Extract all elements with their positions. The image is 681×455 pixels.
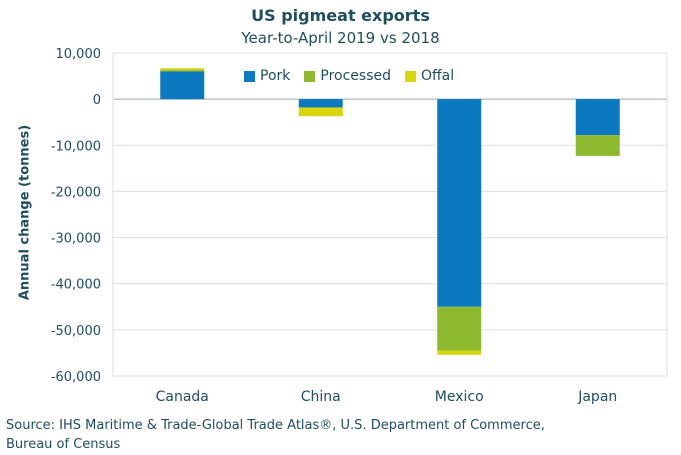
x-tick-label: Canada: [156, 389, 209, 405]
bar-pork-mexico: [437, 99, 482, 307]
legend-label: Offal: [420, 68, 455, 84]
legend-swatch: [404, 70, 416, 82]
legend-item-processed: Processed: [304, 68, 391, 84]
legend: Pork Processed Offal: [244, 68, 468, 84]
y-tick-label: -60,000: [51, 370, 101, 385]
y-tick-label: -30,000: [51, 232, 101, 247]
legend-label: Processed: [320, 68, 391, 84]
y-tick-label: 10,000: [56, 47, 102, 62]
legend-swatch: [244, 70, 255, 82]
bar-pork-china: [298, 99, 343, 108]
chart-title: US pigmeat exports: [251, 6, 430, 25]
bar-processed-japan: [575, 135, 620, 156]
bar-pork-japan: [575, 99, 620, 136]
legend-swatch: [304, 70, 316, 82]
y-tick-label: -20,000: [51, 185, 101, 200]
bar-pork-canada: [160, 71, 205, 100]
legend-item-pork: Pork: [244, 68, 290, 84]
bar-offal-china: [298, 107, 343, 117]
chart-plot-area: 10,000 0 -10,000 -20,000 -30,000 -40,000 -50,0…: [51, 47, 668, 405]
y-tick-label: -40,000: [51, 278, 101, 293]
bar-offal-canada: [160, 68, 205, 71]
chart-subtitle: Year-to-April 2019 vs 2018: [241, 29, 440, 47]
x-tick-label: China: [301, 389, 341, 405]
source-note: Source: IHS Maritime & Trade-Global Trad…: [6, 418, 545, 452]
bar-processed-canada: [160, 70, 205, 72]
x-tick-label: Mexico: [435, 389, 484, 405]
legend-item-offal: Offal: [404, 68, 455, 84]
plot-frame: [112, 52, 668, 377]
y-tick-label: 0: [93, 93, 101, 108]
bar-offal-mexico: [437, 350, 482, 355]
x-tick-label: Japan: [577, 389, 617, 405]
y-tick-label: -50,000: [51, 324, 101, 339]
legend-label: Pork: [260, 68, 291, 84]
y-tick-label: -10,000: [51, 139, 101, 154]
bar-processed-mexico: [437, 306, 482, 351]
